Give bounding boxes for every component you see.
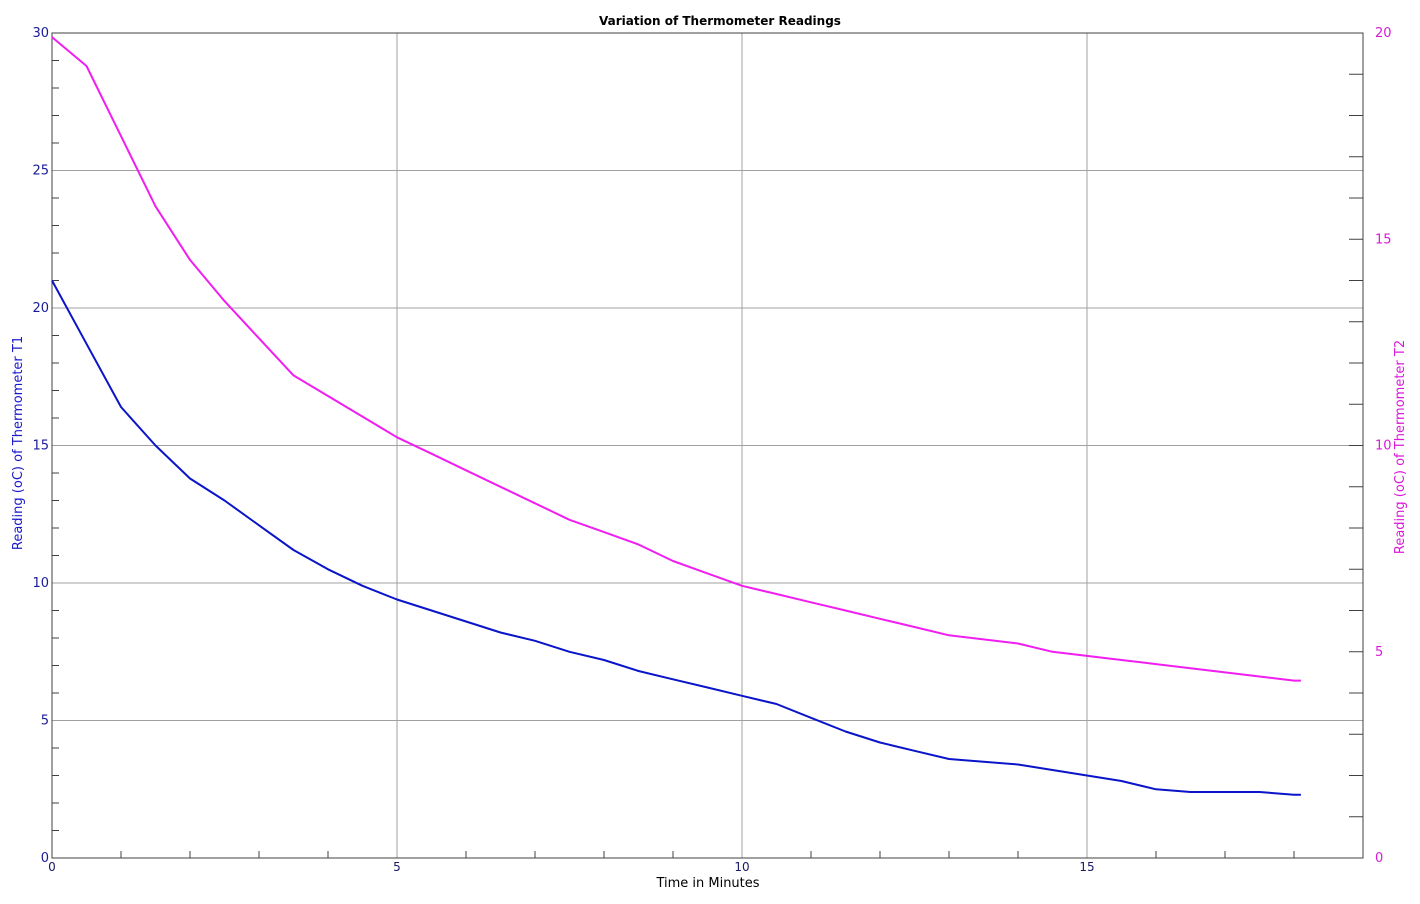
x-tick-label: 15 bbox=[1079, 860, 1094, 874]
y-right-tick-label: 20 bbox=[1375, 26, 1392, 41]
y-left-tick-label: 15 bbox=[32, 439, 49, 454]
chart-title: Variation of Thermometer Readings bbox=[599, 14, 841, 28]
x-tick-label: 0 bbox=[48, 860, 56, 874]
series-line-t2 bbox=[51, 36, 1301, 682]
grid-layer bbox=[52, 32, 1363, 858]
labels-layer: Variation of Thermometer Readings Time i… bbox=[11, 14, 1408, 891]
series-line-t1 bbox=[51, 280, 1301, 796]
x-tick-label: 5 bbox=[393, 860, 401, 874]
x-axis-label: Time in Minutes bbox=[655, 876, 759, 891]
y-left-tick-label: 30 bbox=[32, 26, 49, 41]
axes-layer bbox=[51, 32, 1364, 859]
y-axis-left-label: Reading (oC) of Thermometer T1 bbox=[11, 336, 26, 550]
series-layer bbox=[51, 36, 1301, 796]
y-left-tick-label: 10 bbox=[32, 576, 49, 591]
y-right-tick-label: 0 bbox=[1375, 851, 1383, 866]
y-right-tick-label: 10 bbox=[1375, 439, 1392, 454]
y-left-tick-label: 25 bbox=[32, 164, 49, 179]
y-right-tick-label: 15 bbox=[1375, 232, 1392, 247]
y-left-tick-label: 0 bbox=[41, 851, 49, 866]
y-left-tick-label: 20 bbox=[32, 301, 49, 316]
y-right-tick-label: 5 bbox=[1375, 645, 1383, 660]
y-left-tick-label: 5 bbox=[41, 714, 49, 729]
y-axis-right-label: Reading (oC) of Thermometer T2 bbox=[1393, 340, 1408, 554]
x-tick-label: 10 bbox=[734, 860, 749, 874]
